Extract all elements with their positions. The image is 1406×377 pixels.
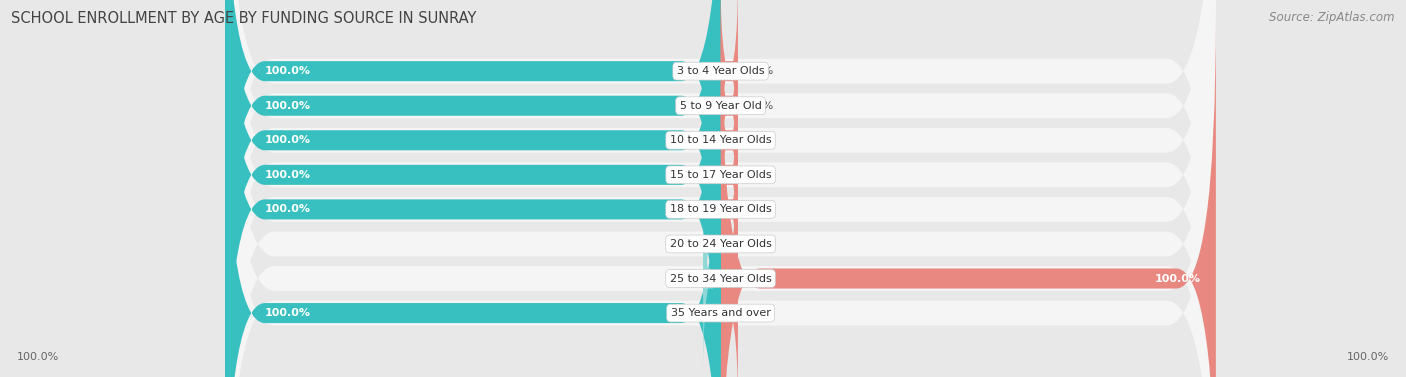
Text: 100.0%: 100.0% <box>1347 352 1389 362</box>
FancyBboxPatch shape <box>225 0 721 377</box>
FancyBboxPatch shape <box>225 0 1216 377</box>
FancyBboxPatch shape <box>721 47 738 234</box>
FancyBboxPatch shape <box>721 116 738 303</box>
FancyBboxPatch shape <box>225 0 721 377</box>
FancyBboxPatch shape <box>225 0 1216 377</box>
FancyBboxPatch shape <box>721 219 738 377</box>
FancyBboxPatch shape <box>225 0 1216 377</box>
FancyBboxPatch shape <box>225 0 1216 377</box>
FancyBboxPatch shape <box>225 0 1216 377</box>
Text: 0.0%: 0.0% <box>745 170 773 180</box>
Text: 5 to 9 Year Old: 5 to 9 Year Old <box>679 101 762 111</box>
FancyBboxPatch shape <box>703 185 721 372</box>
Text: Source: ZipAtlas.com: Source: ZipAtlas.com <box>1270 11 1395 24</box>
FancyBboxPatch shape <box>225 0 1216 377</box>
Text: 100.0%: 100.0% <box>17 352 59 362</box>
Text: 100.0%: 100.0% <box>1154 273 1201 284</box>
FancyBboxPatch shape <box>721 150 738 338</box>
Text: 20 to 24 Year Olds: 20 to 24 Year Olds <box>669 239 772 249</box>
FancyBboxPatch shape <box>721 12 1216 377</box>
FancyBboxPatch shape <box>225 0 721 338</box>
Text: 25 to 34 Year Olds: 25 to 34 Year Olds <box>669 273 772 284</box>
FancyBboxPatch shape <box>225 0 1216 377</box>
FancyBboxPatch shape <box>225 0 721 372</box>
FancyBboxPatch shape <box>225 0 721 377</box>
Text: 100.0%: 100.0% <box>264 135 311 145</box>
Text: 0.0%: 0.0% <box>668 239 696 249</box>
Text: 0.0%: 0.0% <box>745 239 773 249</box>
Text: 0.0%: 0.0% <box>745 101 773 111</box>
Text: 100.0%: 100.0% <box>264 308 311 318</box>
Text: 100.0%: 100.0% <box>264 101 311 111</box>
Text: 0.0%: 0.0% <box>745 135 773 145</box>
Text: 0.0%: 0.0% <box>745 308 773 318</box>
Text: 100.0%: 100.0% <box>264 66 311 76</box>
FancyBboxPatch shape <box>721 81 738 268</box>
Text: 15 to 17 Year Olds: 15 to 17 Year Olds <box>669 170 772 180</box>
Text: 100.0%: 100.0% <box>264 170 311 180</box>
Text: 3 to 4 Year Olds: 3 to 4 Year Olds <box>676 66 765 76</box>
Text: 100.0%: 100.0% <box>264 204 311 215</box>
FancyBboxPatch shape <box>225 47 721 377</box>
Text: 0.0%: 0.0% <box>668 273 696 284</box>
Text: 18 to 19 Year Olds: 18 to 19 Year Olds <box>669 204 772 215</box>
Text: 10 to 14 Year Olds: 10 to 14 Year Olds <box>669 135 772 145</box>
FancyBboxPatch shape <box>703 150 721 338</box>
Text: 0.0%: 0.0% <box>745 66 773 76</box>
Text: 0.0%: 0.0% <box>745 204 773 215</box>
FancyBboxPatch shape <box>721 12 738 199</box>
FancyBboxPatch shape <box>225 0 1216 377</box>
Text: 35 Years and over: 35 Years and over <box>671 308 770 318</box>
FancyBboxPatch shape <box>721 0 738 165</box>
Text: SCHOOL ENROLLMENT BY AGE BY FUNDING SOURCE IN SUNRAY: SCHOOL ENROLLMENT BY AGE BY FUNDING SOUR… <box>11 11 477 26</box>
